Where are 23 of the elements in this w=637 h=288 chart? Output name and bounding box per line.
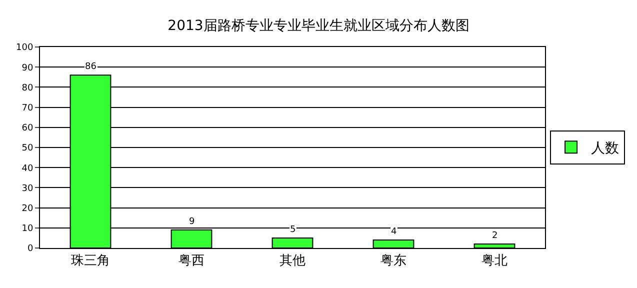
data-label: 2 <box>492 231 498 241</box>
chart-title: 2013届路桥专业专业毕业生就业区域分布人数图 <box>168 18 470 34</box>
y-tick-label: 20 <box>22 204 34 214</box>
x-tick-label: 粤北 <box>482 254 508 269</box>
legend-label: 人数 <box>591 140 620 157</box>
x-tick-label: 粤东 <box>380 254 406 269</box>
y-tick-label: 100 <box>16 43 34 54</box>
data-label: 86 <box>85 62 97 72</box>
x-tick-label: 珠三角 <box>71 254 110 269</box>
y-tick-label: 10 <box>22 224 34 234</box>
y-tick-label: 90 <box>22 63 34 74</box>
y-tick-label: 80 <box>22 83 34 94</box>
y-tick-label: 50 <box>22 144 34 154</box>
x-tick-label: 其他 <box>280 254 306 269</box>
y-tick-label: 40 <box>22 164 34 174</box>
y-tick-label: 0 <box>27 244 34 254</box>
data-label: 9 <box>189 217 195 227</box>
y-tick-label: 60 <box>22 124 34 134</box>
x-tick-label: 粤西 <box>178 254 204 269</box>
data-label: 4 <box>391 227 397 237</box>
y-tick-label: 70 <box>22 103 34 114</box>
y-tick-label: 30 <box>22 184 34 194</box>
data-label: 5 <box>290 225 296 235</box>
